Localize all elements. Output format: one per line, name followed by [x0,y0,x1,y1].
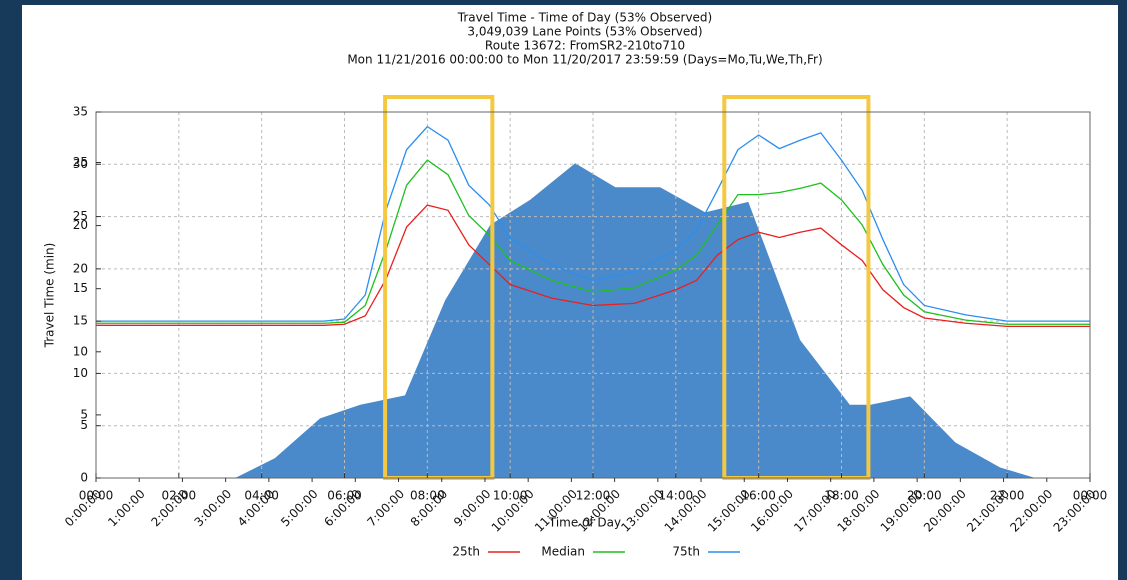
y2-tick-label: 5 [80,407,88,421]
chart-title: Travel Time - Time of Day (53% Observed) [457,11,712,25]
y-tick-label: 35 [73,105,88,119]
y-tick-label: 10 [73,366,88,380]
x-tick-label: 14:00 [659,489,694,503]
y2-tick-label: 20 [73,218,88,232]
x-tick-label: 02:00 [162,489,197,503]
line [96,125,1090,322]
x-axis-label: Time of Day [548,516,621,530]
y-tick-label: 30 [73,157,88,171]
chart-title: Route 13672: FromSR2-210to710 [485,39,685,53]
chart-title: Mon 11/21/2016 00:00:00 to Mon 11/20/201… [347,53,822,67]
y-tick-label: 5 [80,418,88,432]
y2-tick-label: 10 [73,344,88,358]
chart-title: 3,049,039 Lane Points (53% Observed) [467,25,702,39]
x-tick-label: 08:00 [410,489,445,503]
y2-tick-label: 25 [73,155,88,169]
x-tick-label: 00:00 [79,489,114,503]
x-tick-label: 18:00 [824,489,859,503]
x-tick-label: 20:00 [907,489,942,503]
x-tick-label: 00:00 [1073,489,1108,503]
y2-tick-label: 15 [73,281,88,295]
legend-label: 75th [672,545,700,559]
y-tick-label: 25 [73,209,88,223]
x-tick-label: 22:00 [990,489,1025,503]
x-tick-label: 16:00 [741,489,776,503]
line [96,204,1090,328]
y-tick-label: 15 [73,314,88,328]
x-tick-label: 10:00 [493,489,528,503]
x-tick-label: 12:00 [576,489,611,503]
x-tick-label: 06:00 [327,489,362,503]
area [235,163,1036,479]
y-axis-label: Travel Time (min) [43,243,57,349]
legend-label: Median [541,545,585,559]
line [96,159,1090,325]
y-tick-label: 0 [80,471,88,485]
legend-label: 25th [452,545,480,559]
y-tick-label: 20 [73,261,88,275]
x-tick-label: 04:00 [244,489,279,503]
